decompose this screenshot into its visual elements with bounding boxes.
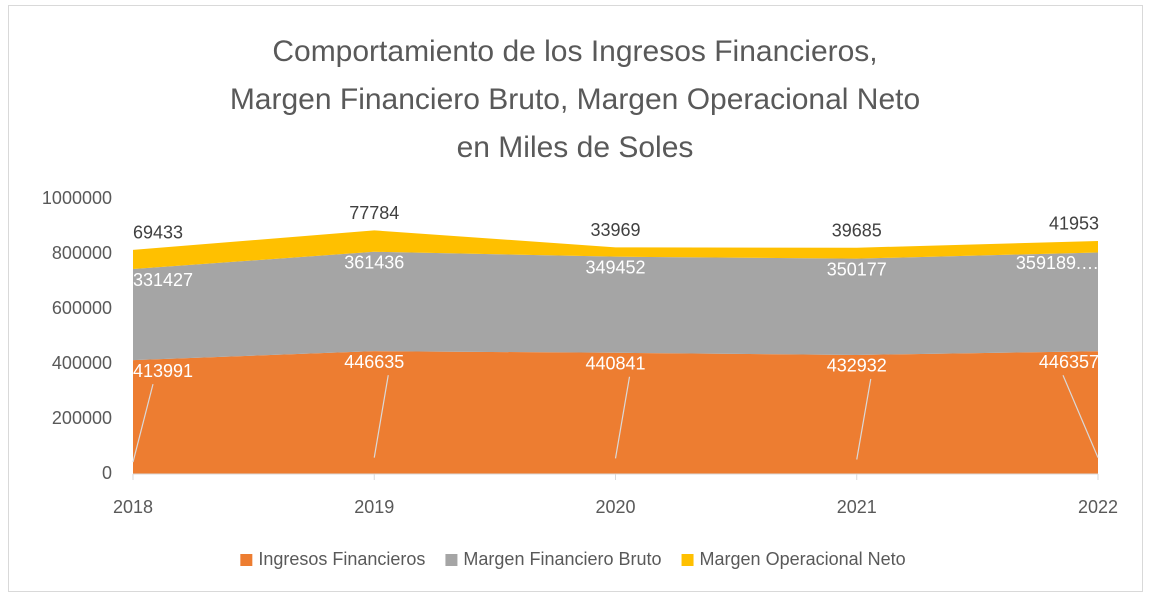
x-tick-label: 2018 <box>113 497 153 517</box>
y-tick-label: 0 <box>102 463 112 483</box>
data-label: 446635 <box>344 352 404 372</box>
x-tick-label: 2020 <box>595 497 635 517</box>
legend-label: Margen Operacional Neto <box>700 549 906 569</box>
data-label: 440841 <box>585 354 645 374</box>
legend-swatch <box>445 554 458 566</box>
leader-line <box>1062 375 1099 458</box>
legend-label: Ingresos Financieros <box>258 549 425 569</box>
data-label: 349452 <box>585 257 645 277</box>
y-tick-label: 200000 <box>52 408 112 428</box>
y-tick-label: 600000 <box>52 298 112 318</box>
legend-swatch <box>681 554 694 566</box>
data-label: 359189.… <box>1016 253 1099 273</box>
x-tick-label: 2022 <box>1078 497 1118 517</box>
data-label: 69433 <box>133 223 183 243</box>
legend-swatch <box>240 554 253 566</box>
y-tick-label: 800000 <box>52 243 112 263</box>
data-label: 446357 <box>1039 352 1099 372</box>
data-label: 77784 <box>349 203 399 223</box>
data-label: 331427 <box>133 270 193 290</box>
area <box>133 230 1098 270</box>
area <box>133 251 1098 361</box>
chart-title: Comportamiento de los Ingresos Financier… <box>229 35 921 164</box>
x-tick-label: 2021 <box>837 497 877 517</box>
data-label: 33969 <box>590 220 640 240</box>
data-label: 350177 <box>827 259 887 279</box>
data-label: 432932 <box>827 356 887 376</box>
y-tick-label: 400000 <box>52 353 112 373</box>
leader-line <box>373 375 389 458</box>
y-tick-label: 1000000 <box>42 188 112 208</box>
leader-line <box>132 384 154 463</box>
legend-label: Margen Financiero Bruto <box>463 549 661 569</box>
x-tick-label: 2019 <box>354 497 394 517</box>
area <box>133 351 1098 474</box>
data-label: 39685 <box>832 220 882 240</box>
data-label: 41953 <box>1049 214 1099 234</box>
data-label: 413991 <box>133 361 193 381</box>
leader-line <box>614 376 631 459</box>
leader-line <box>856 378 872 460</box>
data-label: 361436 <box>344 253 404 273</box>
